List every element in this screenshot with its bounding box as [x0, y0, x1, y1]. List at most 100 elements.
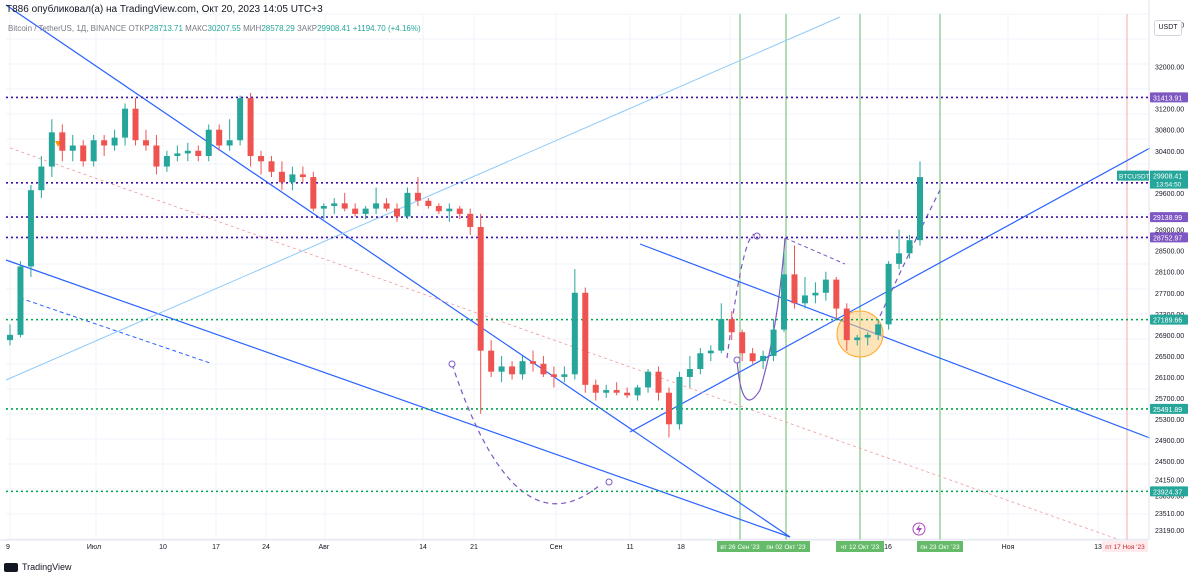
candle-body: [655, 371, 662, 393]
time-tick-label: Ноя: [1002, 544, 1015, 551]
candle-body: [153, 145, 160, 167]
candle-body: [7, 334, 13, 341]
time-tick-label: 17: [212, 544, 220, 551]
candle-body: [550, 374, 557, 377]
candle-body: [80, 145, 87, 162]
time-highlight-tag[interactable]: [762, 541, 810, 552]
symbol-tag[interactable]: [1117, 170, 1149, 181]
candle-body: [174, 153, 181, 157]
projection-point[interactable]: [733, 356, 741, 364]
time-tick-label: 11: [626, 544, 633, 551]
candle-body: [289, 174, 296, 183]
currency-selector[interactable]: USDT: [1154, 20, 1182, 36]
price-tick-label: 29600.00: [1155, 191, 1184, 198]
candle-body: [801, 295, 808, 304]
price-level-tag[interactable]: [1150, 232, 1188, 243]
candle-body: [603, 390, 610, 393]
price-tick-label: 32000.00: [1155, 65, 1184, 72]
candle-body: [205, 129, 212, 157]
time-highlight-tag[interactable]: [717, 541, 763, 552]
lightning-icon[interactable]: [912, 522, 926, 536]
tradingview-logo-icon: [4, 562, 18, 572]
trendline-resistance-broken[interactable]: [639, 243, 1151, 439]
time-tick-label: Июл: [87, 544, 101, 551]
footer-brand-label: TradingView: [22, 562, 72, 572]
projection-point[interactable]: [753, 232, 761, 240]
price-level-tag-label: 29138.99: [1153, 215, 1182, 222]
price-tick-label: 23510.00: [1155, 511, 1184, 518]
price-level-tag[interactable]: [1150, 314, 1188, 325]
candle-body: [582, 292, 589, 385]
projection-line-top[interactable]: [784, 237, 846, 265]
close-value: 29908.41: [317, 24, 351, 33]
trendline-light-blue[interactable]: [5, 16, 841, 381]
time-highlight-label: чт 12 Окт '23: [841, 544, 880, 551]
candle-body: [822, 279, 829, 293]
time-tick-label: Сен: [550, 544, 563, 551]
time-highlight-tag[interactable]: [836, 541, 884, 552]
candle-body: [122, 108, 129, 138]
projection-curve-bottom[interactable]: [451, 363, 601, 505]
candle-body: [739, 332, 746, 354]
projection-point[interactable]: [605, 478, 613, 486]
candle-body: [456, 208, 463, 214]
candle-body: [917, 177, 923, 241]
time-tick-label: 14: [419, 544, 427, 551]
symbol-name[interactable]: Bitcoin / TetherUS, 1Д, BINANCE: [8, 24, 127, 33]
candle-body: [906, 240, 913, 254]
open-label: ОТКР: [128, 24, 150, 33]
candle-body: [163, 156, 170, 167]
projection-point[interactable]: [448, 360, 456, 368]
candle-body: [624, 392, 631, 396]
time-highlight-tag[interactable]: [1102, 541, 1148, 552]
candle-body: [864, 334, 871, 338]
candle-body: [561, 374, 568, 377]
candle-body: [571, 292, 578, 375]
candle-body: [425, 200, 432, 206]
time-axis[interactable]: 9 Июл 10 17 24 Авг 14 21 Сен 11 18 16 Ноя 13 вт 26 Сен…: [0, 539, 1148, 552]
time-highlight-label: пт 17 Ноя '23: [1105, 544, 1145, 551]
price-level-tag-label: 27189.66: [1153, 318, 1182, 325]
candle-body: [299, 174, 306, 178]
projection-curve-solid[interactable]: [736, 237, 786, 401]
footer-brand[interactable]: TradingView: [4, 562, 72, 572]
candle-body: [885, 263, 892, 325]
time-highlight-tag[interactable]: [917, 541, 963, 552]
candle-body: [812, 292, 819, 296]
candle-body: [90, 140, 97, 162]
change-value: +1194.70 (+4.16%): [352, 24, 421, 33]
candle-body: [770, 329, 777, 356]
price-level-tag[interactable]: [1150, 92, 1188, 103]
low-value: 28578.29: [261, 24, 295, 33]
candle-body: [394, 208, 401, 217]
candle-body: [383, 203, 390, 209]
trendline-dashed-short[interactable]: [19, 297, 211, 364]
candle-body: [613, 390, 620, 393]
candle-body: [760, 355, 767, 362]
candle-body: [195, 150, 202, 157]
candle-body: [69, 145, 76, 151]
price-level-tag[interactable]: [1150, 486, 1188, 497]
candle-body: [142, 140, 149, 146]
current-price-tag[interactable]: [1150, 170, 1188, 189]
trendline-upper-channel[interactable]: [5, 4, 791, 538]
candle-body: [111, 137, 118, 146]
candle-body: [435, 205, 442, 212]
candle-body: [414, 192, 421, 201]
candle-body: [48, 132, 55, 167]
low-label: МИН: [243, 24, 262, 33]
candle-body: [645, 371, 652, 388]
price-level-tag[interactable]: [1150, 403, 1188, 414]
time-tick-label: 18: [677, 544, 685, 551]
countdown-label: 13:54:50: [1156, 182, 1182, 189]
trendline-dashed-median[interactable]: [9, 147, 1121, 541]
candle-body: [373, 203, 380, 209]
candle-body: [781, 274, 788, 330]
price-tick-label: 31200.00: [1155, 107, 1184, 114]
candle-body: [59, 132, 66, 151]
candle-body: [697, 353, 704, 370]
price-level-tag[interactable]: [1150, 212, 1188, 223]
trendline-lower-channel[interactable]: [5, 259, 791, 538]
candle-body: [592, 384, 599, 393]
